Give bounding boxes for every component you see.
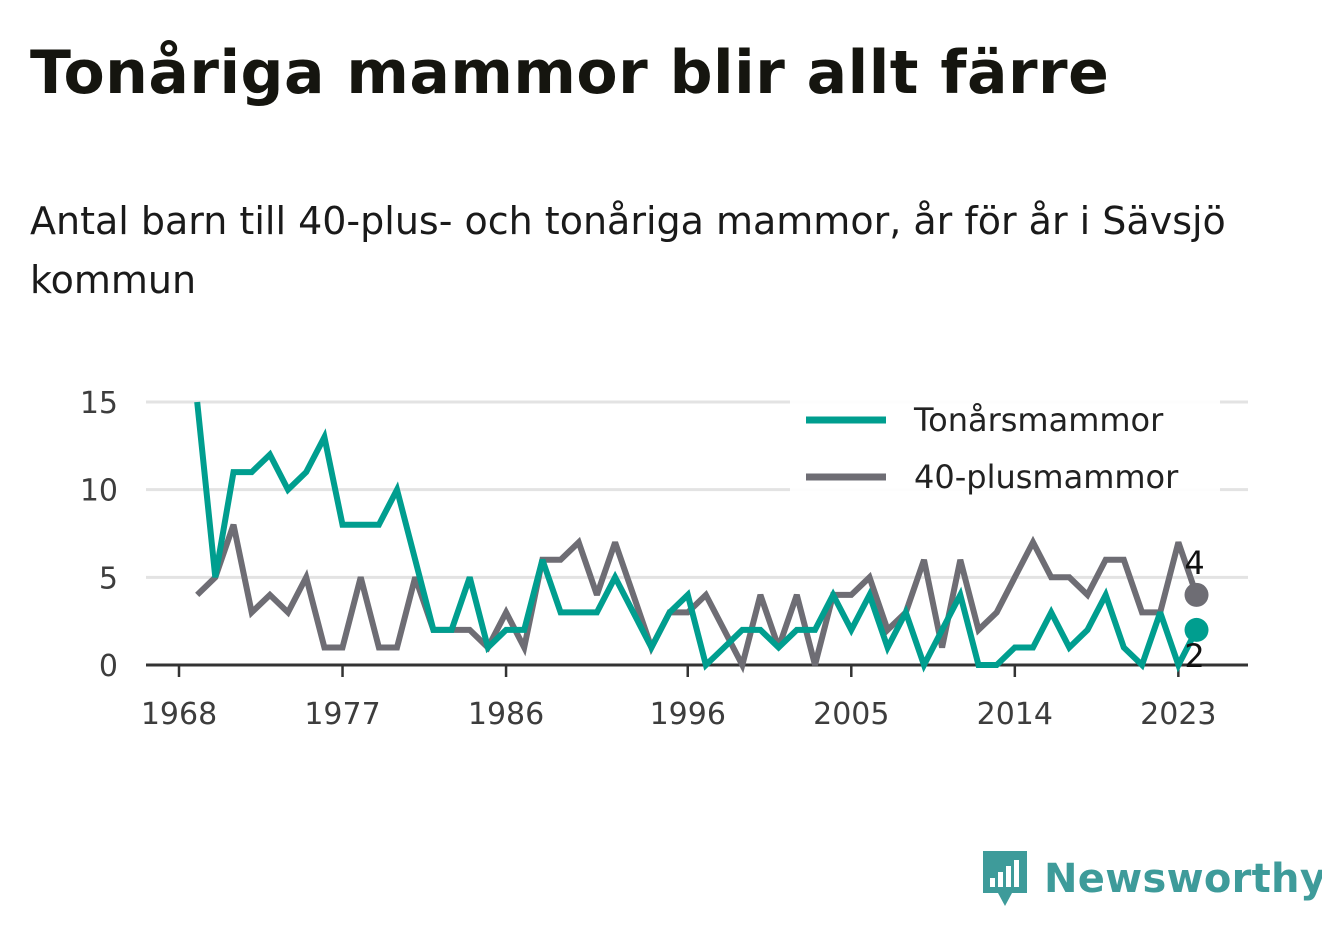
legend: Tonårsmammor 40-plusmammor — [790, 398, 1220, 496]
end-point-marker — [1184, 617, 1209, 642]
y-tick-label: 10 — [80, 474, 118, 509]
end-point-marker — [1184, 582, 1209, 607]
y-tick-label: 0 — [99, 649, 118, 684]
brand-name: Newsworthy — [1044, 856, 1322, 902]
y-tick-label: 15 — [80, 386, 118, 421]
x-tick-label: 1996 — [650, 697, 726, 732]
chart-subtitle: Antal barn till 40-plus- och tonåriga ma… — [30, 199, 1226, 302]
newsworthy-logo-icon — [983, 851, 1027, 906]
chart-title: Tonåriga mammor blir allt färre — [30, 38, 1110, 108]
x-tick-label: 1977 — [304, 697, 380, 732]
x-tick-label: 1986 — [468, 697, 544, 732]
y-tick-label: 5 — [99, 561, 118, 596]
legend-label: 40-plusmammor — [914, 458, 1179, 496]
x-tick-label: 2023 — [1140, 697, 1216, 732]
series-lines — [194, 401, 1200, 674]
series-line-fortyplusmammor — [195, 523, 1200, 674]
x-tick-label: 2005 — [813, 697, 889, 732]
x-tick-label: 1968 — [141, 697, 217, 732]
end-value-label: 2 — [1184, 637, 1204, 675]
legend-label: Tonårsmammor — [913, 401, 1164, 439]
y-axis: 0 5 10 15 — [80, 386, 118, 684]
end-markers: 24 — [1184, 544, 1209, 675]
x-tick-label: 2014 — [977, 697, 1053, 732]
newsworthy-logo: Newsworthy — [980, 848, 1322, 910]
x-axis: 1968 1977 1986 1996 2005 2014 2023 — [141, 663, 1248, 732]
series-line-tonarsmammor — [194, 401, 1200, 673]
end-value-label: 4 — [1184, 544, 1204, 582]
